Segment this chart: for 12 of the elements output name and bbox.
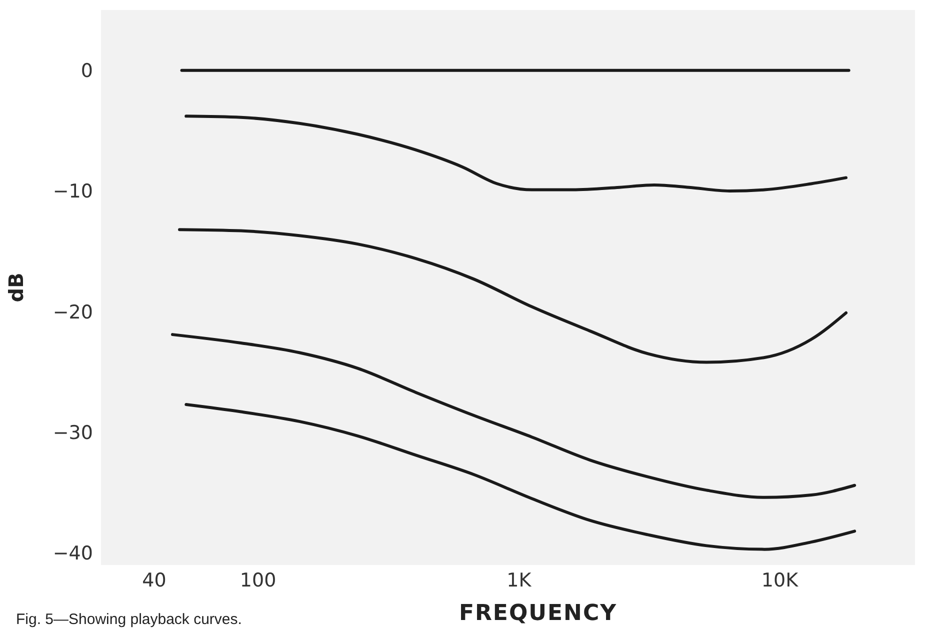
y-tick-label: −10 bbox=[52, 180, 93, 203]
x-tick-label: 40 bbox=[142, 569, 166, 592]
x-tick-label: 100 bbox=[240, 569, 276, 592]
x-tick-label: 10K bbox=[761, 569, 799, 592]
caption: Fig. 5—Showing playback curves. bbox=[16, 611, 242, 628]
y-tick-label: −20 bbox=[52, 301, 93, 324]
y-tick-label: 0 bbox=[80, 60, 93, 82]
y-axis-title: dB bbox=[4, 272, 28, 302]
y-tick-label: −40 bbox=[52, 542, 93, 565]
x-tick-label: 1K bbox=[506, 569, 532, 592]
y-tick-label: −30 bbox=[52, 422, 93, 444]
x-axis-title: FREQUENCY bbox=[458, 601, 618, 626]
